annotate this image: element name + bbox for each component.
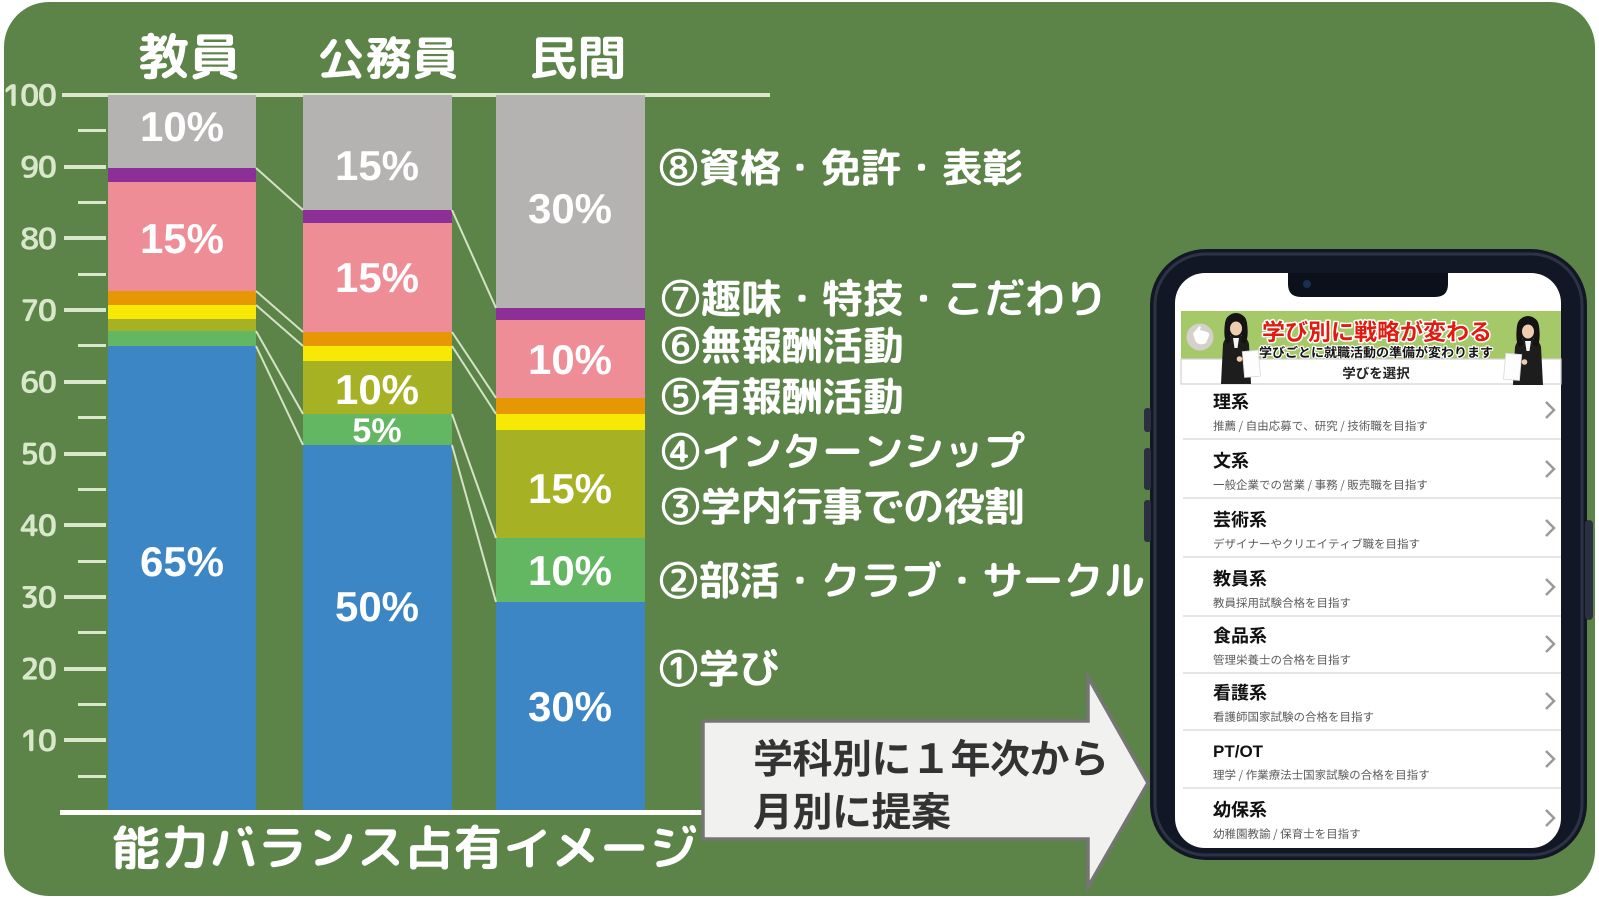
svg-text:15%: 15%: [140, 215, 224, 262]
svg-text:10%: 10%: [140, 103, 224, 150]
svg-text:15%: 15%: [335, 142, 419, 189]
svg-text:15%: 15%: [528, 465, 612, 512]
svg-text:PT/OT: PT/OT: [1213, 742, 1264, 761]
svg-text:30%: 30%: [528, 185, 612, 232]
svg-text:10%: 10%: [335, 366, 419, 413]
svg-text:15%: 15%: [335, 254, 419, 301]
svg-text:10%: 10%: [528, 336, 612, 383]
svg-text:5%: 5%: [352, 412, 401, 450]
svg-text:30%: 30%: [528, 683, 612, 730]
svg-text:65%: 65%: [140, 538, 224, 585]
svg-text:50%: 50%: [335, 583, 419, 630]
svg-text:10%: 10%: [528, 547, 612, 594]
